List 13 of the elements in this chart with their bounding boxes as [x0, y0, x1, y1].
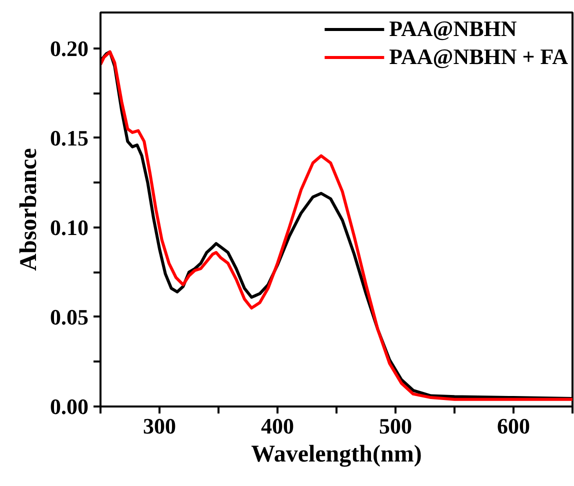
- x-tick-label: 600: [497, 414, 530, 438]
- y-tick-label: 0.15: [50, 125, 88, 150]
- x-tick-label: 500: [379, 414, 412, 438]
- y-tick-label: 0.20: [50, 36, 88, 61]
- y-tick-label: 0.05: [50, 304, 88, 330]
- y-tick-label: 0.10: [50, 214, 88, 240]
- x-axis-title: Wavelength(nm): [251, 442, 422, 468]
- legend-label: PAA@NBHN: [389, 16, 517, 42]
- legend-label: PAA@NBHN + FA: [389, 44, 568, 70]
- y-tick-label: 0.00: [50, 394, 88, 419]
- y-axis-title: Absorbance: [16, 148, 42, 271]
- x-tick-label: 300: [143, 414, 176, 438]
- x-tick-label: 400: [261, 414, 294, 438]
